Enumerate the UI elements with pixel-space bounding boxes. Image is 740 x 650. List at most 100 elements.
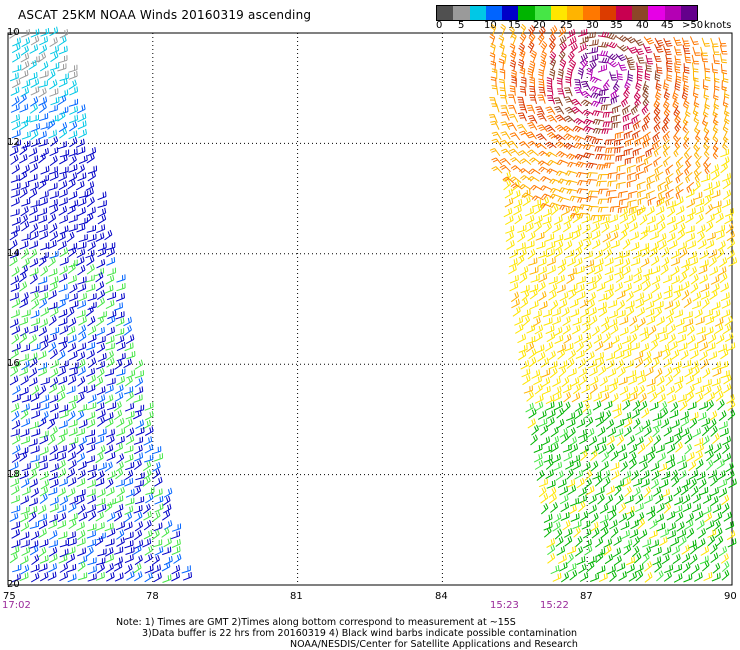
wind-barb <box>88 357 97 369</box>
wind-barb <box>170 530 181 540</box>
wind-barb <box>544 341 554 352</box>
wind-barb <box>536 469 545 481</box>
wind-barb <box>684 519 694 530</box>
wind-barb <box>703 195 712 206</box>
wind-barb <box>126 350 136 360</box>
wind-barb <box>681 478 691 488</box>
wind-barb <box>711 377 721 387</box>
wind-barb <box>597 64 608 73</box>
wind-barb <box>669 223 678 234</box>
wind-barb <box>572 460 581 471</box>
legend-label-25: 25 <box>560 20 573 31</box>
wind-barb <box>683 297 692 309</box>
wind-barb <box>20 428 30 438</box>
wind-barb <box>661 554 670 565</box>
wind-barb <box>565 76 572 87</box>
wind-barb <box>565 179 578 186</box>
wind-barb <box>704 326 714 336</box>
wind-barb <box>613 555 622 566</box>
wind-barb <box>640 332 650 343</box>
wind-barb <box>68 223 78 232</box>
wind-barb <box>689 342 699 352</box>
wind-barb <box>714 317 724 327</box>
wind-barb <box>692 291 702 302</box>
wind-barb <box>47 69 56 81</box>
wind-barb <box>594 258 604 268</box>
wind-barb <box>125 546 135 555</box>
wind-barb <box>722 435 731 446</box>
wind-barb <box>674 79 681 91</box>
wind-barb <box>116 341 126 352</box>
wind-barb <box>586 427 595 439</box>
wind-barb <box>725 462 734 473</box>
legend-swatch <box>567 6 584 20</box>
wind-barb <box>560 512 570 521</box>
wind-barb <box>695 459 704 470</box>
wind-barb <box>552 377 561 387</box>
wind-barb <box>563 142 576 150</box>
wind-barb <box>596 164 608 170</box>
wind-barb <box>95 470 105 481</box>
wind-barb <box>555 141 568 149</box>
wind-barb <box>515 323 524 334</box>
wind-barb <box>692 493 701 504</box>
wind-barb <box>700 358 709 370</box>
wind-barb <box>104 394 114 404</box>
wind-barb <box>662 146 671 158</box>
wind-barb <box>582 125 595 133</box>
wind-barb <box>722 96 729 108</box>
wind-barb <box>694 437 704 447</box>
wind-barb <box>691 300 702 310</box>
wind-barb <box>490 24 497 36</box>
wind-barb <box>527 231 536 242</box>
wind-barb <box>619 385 629 396</box>
wind-barb <box>682 71 689 83</box>
wind-barb <box>59 360 69 369</box>
wind-barb <box>712 206 722 217</box>
wind-barb <box>559 42 567 54</box>
wind-barb <box>134 521 144 532</box>
wind-barb <box>636 70 643 82</box>
wind-barb <box>690 349 699 360</box>
wind-barb <box>566 67 573 80</box>
wind-barb <box>530 274 540 283</box>
wind-barb <box>29 273 38 285</box>
wind-barb <box>77 572 88 581</box>
wind-barb <box>666 200 676 209</box>
wind-barb <box>68 518 77 530</box>
wind-barb <box>634 137 644 147</box>
wind-barb <box>553 400 563 411</box>
wind-barb <box>636 181 646 190</box>
wind-barb <box>542 208 552 218</box>
wind-barb <box>627 70 634 82</box>
wind-barb <box>657 222 666 233</box>
wind-barb <box>600 527 609 539</box>
wind-barb <box>582 332 592 343</box>
wind-barb <box>550 426 559 438</box>
wind-barb <box>114 495 124 504</box>
wind-barb <box>20 45 29 56</box>
wind-barb <box>154 476 163 487</box>
wind-barb <box>652 412 662 422</box>
wind-barb <box>547 553 556 564</box>
wind-barb <box>153 572 162 583</box>
legend-label-30: 30 <box>586 20 599 31</box>
wind-barb <box>690 485 699 497</box>
wind-barb <box>675 441 683 453</box>
wind-barb <box>509 176 522 183</box>
wind-barb <box>49 231 59 242</box>
wind-barb <box>670 257 680 267</box>
wind-barb <box>530 434 538 446</box>
wind-barb <box>568 436 577 447</box>
wind-barb <box>710 275 720 285</box>
wind-barb <box>534 332 543 343</box>
wind-barb <box>692 503 701 513</box>
wind-barb <box>145 493 154 504</box>
wind-barb <box>76 146 86 156</box>
wind-barb <box>562 324 571 335</box>
wind-barb <box>589 383 598 395</box>
wind-barb <box>633 266 642 277</box>
wind-barb <box>679 247 688 259</box>
wind-barb <box>645 435 654 447</box>
wind-barb <box>616 181 626 190</box>
